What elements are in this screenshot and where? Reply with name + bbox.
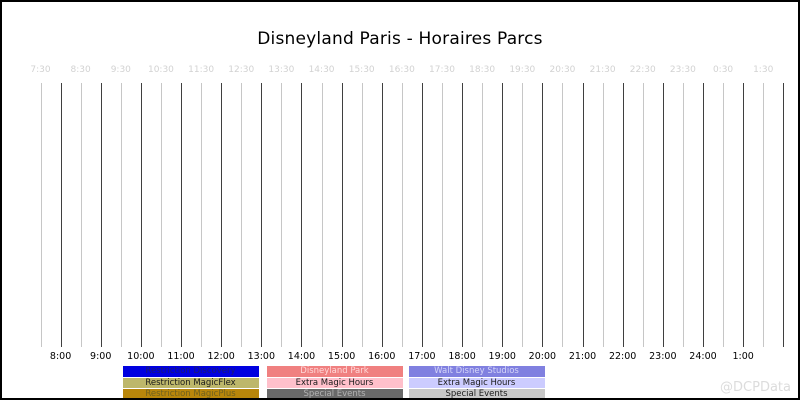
gridline-half-hour [562,83,564,347]
bottom-axis-tick: 10:00 [127,351,155,362]
top-axis-tick: 21:30 [589,65,616,75]
top-axis-tick: 16:30 [388,65,415,75]
gridline-hour [462,83,464,347]
gridline-hour [140,83,142,347]
bottom-axis-tick: 16:00 [368,351,396,362]
gridline-hour [221,83,223,347]
gridline-hour [582,83,584,347]
gridline-half-hour [442,83,443,347]
top-axis-tick: 7:30 [30,65,51,75]
top-axis-tick: 19:30 [509,65,536,75]
bottom-axis-tick: 18:00 [448,351,476,362]
top-axis-tick: 1:30 [753,65,774,75]
bottom-axis-tick: 22:00 [608,351,637,362]
legend-column: Disneyland Park Extra Magic Hours Special … [266,366,403,398]
bottom-axis-tick: 14:00 [287,351,316,362]
gridline-half-hour [281,83,283,347]
gridline-half-hour [40,83,42,347]
top-axis-tick: 20:30 [549,65,576,75]
gridline-half-hour [682,83,684,347]
gridline-hour [301,83,303,347]
gridline-half-hour [120,83,122,347]
legend-item: Extra Magic Hours [266,377,403,388]
bottom-axis-tick: 8:00 [49,351,72,362]
legend-column: Restriction Discovery Restriction MagicFl… [122,366,259,398]
gridline-hour [502,83,504,347]
legend-item: Disneyland Park [266,366,403,377]
gridline-hour [702,83,704,347]
top-axis-tick: 12:30 [228,65,255,75]
legend-item: Restriction Discovery [122,366,259,377]
bottom-axis-tick: 13:00 [247,351,276,362]
bottom-axis-tick: 9:00 [90,351,112,362]
gridline-half-hour [321,83,323,347]
top-axis-tick: 13:30 [268,65,295,75]
top-axis-tick: 14:30 [308,65,335,75]
chart-title: Disneyland Paris - Horaires Parcs [257,29,543,49]
gridline-half-hour [201,83,203,347]
gridline-half-hour [763,83,765,347]
top-axis-tick: 0:30 [712,65,734,75]
gridline-hour [181,83,183,347]
gridline-hour [783,83,785,347]
gridline-hour [421,83,423,347]
top-axis-tick: 23:30 [669,65,696,75]
legend-item: Restriction MagicPlus [122,389,259,398]
gridline-hour [261,83,263,347]
legend-item: Restriction MagicFlex [122,377,259,388]
bottom-axis-tick: 20:00 [528,351,557,362]
gridline-hour [60,83,62,347]
watermark: @DCPData [720,380,791,395]
gridline-hour [542,83,544,347]
bottom-axis-tick: 15:00 [327,351,356,362]
legend-item: Extra Magic Hours [408,377,545,388]
bottom-axis-tick: 19:00 [488,351,516,362]
bottom-axis-tick: 17:00 [408,351,436,362]
gridline-half-hour [241,83,243,347]
legend-column: Walt Disney Studios Extra Magic Hours Spec… [408,366,545,398]
gridline-hour [622,83,624,347]
gridline-half-hour [602,83,604,347]
gridline-half-hour [361,83,363,347]
bottom-axis-tick: 1:00 [732,351,754,362]
gridline-half-hour [80,83,82,347]
top-axis-tick: 8:30 [70,65,91,75]
bottom-axis-tick: 21:00 [568,351,597,362]
gridline-hour [381,83,383,347]
legend-item: Walt Disney Studios [408,366,545,377]
top-axis-tick: 22:30 [629,65,656,75]
gridline-half-hour [723,83,725,347]
top-axis-tick: 17:30 [429,65,455,75]
top-axis-tick: 9:30 [110,65,131,75]
gridline-half-hour [401,83,403,347]
legend-item: Special Events [408,389,545,398]
gridline-half-hour [482,83,484,347]
bottom-axis-tick: 11:00 [167,351,195,362]
gridline-hour [341,83,343,347]
bottom-axis-tick: 12:00 [207,351,235,362]
gridline-half-hour [642,83,644,347]
top-axis-tick: 18:30 [469,65,496,75]
gridline-hour [100,83,102,347]
gridline-half-hour [522,83,524,347]
bottom-axis-tick: 23:00 [649,351,677,362]
top-axis-tick: 15:30 [348,65,375,75]
bottom-axis-tick: 24:00 [689,351,717,362]
gridline-hour [662,83,664,347]
top-axis-tick: 11:30 [188,65,215,75]
gridline-hour [743,83,745,347]
gridline-half-hour [160,83,162,347]
legend-item: Special Events [266,389,403,398]
top-axis-tick: 10:30 [147,65,174,75]
